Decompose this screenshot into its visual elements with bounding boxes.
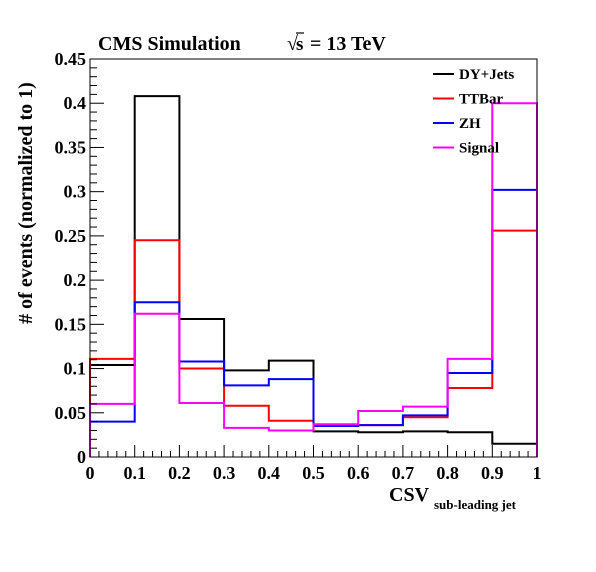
y-axis-label: # of events (normalized to 1) (15, 82, 37, 324)
x-tick-label: 0.5 (302, 463, 325, 483)
y-tick-label: 0.3 (64, 182, 87, 202)
y-tick-label: 0.35 (55, 137, 87, 157)
legend-label-zh: ZH (459, 116, 481, 132)
x-tick-label: 0.3 (213, 463, 236, 483)
y-tick-label: 0.1 (64, 359, 87, 379)
x-tick-label: 0.1 (123, 463, 146, 483)
chart-title: CMS Simulation (98, 33, 241, 55)
axes: 0 0.1 0.2 0.3 0.4 0.5 0.6 0.7 0.8 0.9 1 0 0.05 0.1 0.1… (55, 49, 542, 483)
y-tick-label: 0.15 (55, 314, 87, 334)
y-tick-label: 0.45 (55, 49, 87, 69)
legend-label-dy-jets: DY+Jets (459, 67, 514, 83)
energy-sqrt-symbol: √ (287, 33, 298, 55)
y-tick-label: 0 (77, 447, 86, 467)
legend-label-signal: Signal (459, 141, 499, 157)
x-tick-label: 1 (533, 463, 542, 483)
x-tick-label: 0.4 (258, 463, 281, 483)
legend: DY+Jets TTBar ZH Signal (433, 67, 514, 157)
x-tick-label: 0.2 (168, 463, 191, 483)
energy-value: = 13 TeV (310, 33, 386, 55)
energy-variable: s (296, 34, 303, 55)
x-tick-label: 0.6 (347, 463, 370, 483)
legend-label-ttbar: TTBar (459, 92, 504, 108)
x-tick-label: 0.8 (436, 463, 459, 483)
x-axis-label: CSV sub-leading jet (389, 484, 517, 512)
y-tick-label: 0.2 (64, 270, 87, 290)
series-signal-line (89, 102, 538, 457)
y-tick-label: 0.4 (64, 93, 87, 113)
histogram-series (89, 95, 538, 457)
y-tick-label: 0.25 (55, 226, 87, 246)
x-tick-label: 0.9 (481, 463, 504, 483)
x-axis-label-subscript: sub-leading jet (434, 497, 517, 512)
x-tick-label: 0 (86, 463, 95, 483)
x-axis-label-main: CSV (389, 484, 430, 506)
series-zh-line (89, 188, 538, 457)
chart-title-group: CMS Simulation √ s = 13 TeV (98, 32, 386, 55)
y-tick-label: 0.05 (55, 403, 87, 423)
x-tick-label: 0.7 (392, 463, 415, 483)
